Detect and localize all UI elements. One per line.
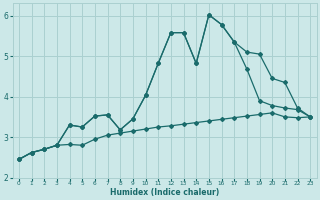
X-axis label: Humidex (Indice chaleur): Humidex (Indice chaleur) (110, 188, 219, 197)
